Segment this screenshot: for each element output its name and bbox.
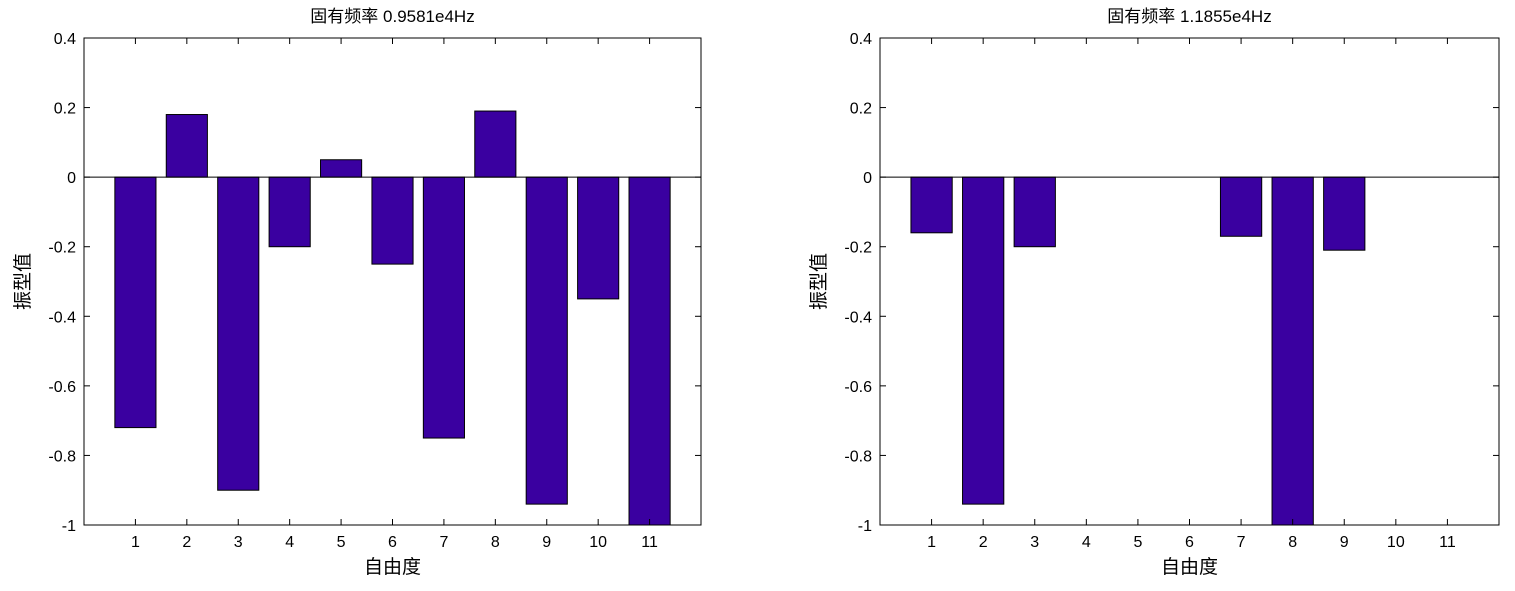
x-tick-label: 3	[1030, 534, 1039, 551]
chart-title: 固有频率 0.9581e4Hz	[310, 7, 474, 26]
x-tick-label: 11	[1439, 534, 1456, 551]
x-tick-label: 6	[388, 534, 397, 551]
x-axis-label: 自由度	[364, 556, 421, 578]
bar-6	[371, 176, 414, 265]
y-tick-label: 0.2	[850, 101, 872, 118]
y-tick-label: 0.4	[850, 31, 872, 48]
y-axis-label: 振型值	[808, 253, 830, 310]
x-tick-label: 3	[234, 534, 243, 551]
y-tick-label: -0.6	[844, 379, 872, 396]
bar-9	[525, 176, 568, 505]
bar-8	[474, 110, 517, 178]
x-tick-label: 6	[1185, 534, 1194, 551]
y-axis-label: 振型值	[12, 253, 34, 310]
y-tick-label: -0.4	[48, 309, 76, 326]
x-tick-label: 5	[337, 534, 346, 551]
x-tick-label: 10	[1387, 534, 1405, 551]
x-tick-label: 10	[589, 534, 607, 551]
x-tick-label: 8	[1288, 534, 1297, 551]
x-tick-label: 4	[1082, 534, 1091, 551]
y-tick-label: -1	[62, 518, 76, 535]
bar-chart-1: 0.4 0.2 0 -0.2 -0.4 -0.6 -0.8 -1 1 2 3 4 5 6 7 8 9 10 11 固有…	[12, 7, 702, 578]
bar-1	[910, 176, 953, 234]
y-tick-label: -1	[858, 518, 872, 535]
x-tick-label: 1	[927, 534, 936, 551]
bar-2	[962, 176, 1005, 505]
y-tick-label: -0.2	[48, 240, 76, 257]
bar-2	[165, 114, 208, 178]
bar-4	[268, 176, 311, 248]
bar-3	[1013, 176, 1056, 248]
bar-7	[422, 176, 465, 439]
y-tick-label: 0	[863, 170, 872, 187]
x-tick-label: 11	[641, 534, 658, 551]
x-axis-label: 自由度	[1161, 556, 1218, 578]
bar-11	[628, 176, 671, 526]
y-tick-label: 0.2	[54, 101, 76, 118]
y-tick-label: 0	[67, 170, 76, 187]
chart-title: 固有频率 1.1855e4Hz	[1107, 7, 1271, 26]
bar-7	[1219, 176, 1263, 237]
x-tick-label: 9	[1340, 534, 1349, 551]
bar-chart-2: 0.4 0.2 0 -0.2 -0.4 -0.6 -0.8 -1 1 2 3 4 5 6 7 8 9 10 11 固有…	[808, 7, 1500, 578]
x-tick-label: 2	[979, 534, 988, 551]
bar-10	[577, 176, 620, 300]
y-tick-label: -0.6	[48, 379, 76, 396]
x-tick-label: 4	[285, 534, 294, 551]
bar-8	[1271, 176, 1314, 526]
x-tick-label: 7	[439, 534, 448, 551]
y-tick-label: -0.4	[844, 309, 872, 326]
x-tick-label: 8	[491, 534, 500, 551]
bar-3	[217, 176, 260, 491]
bar-9	[1323, 176, 1366, 251]
y-tick-label: -0.8	[48, 448, 76, 465]
y-tick-label: -0.8	[844, 448, 872, 465]
x-tick-label: 9	[542, 534, 551, 551]
x-tick-label: 1	[131, 534, 140, 551]
y-tick-label: 0.4	[54, 31, 76, 48]
x-tick-label: 2	[182, 534, 191, 551]
x-tick-label: 7	[1237, 534, 1246, 551]
bar-5	[320, 159, 363, 178]
bar-1	[114, 176, 157, 429]
x-tick-label: 5	[1133, 534, 1142, 551]
y-tick-label: -0.2	[844, 240, 872, 257]
